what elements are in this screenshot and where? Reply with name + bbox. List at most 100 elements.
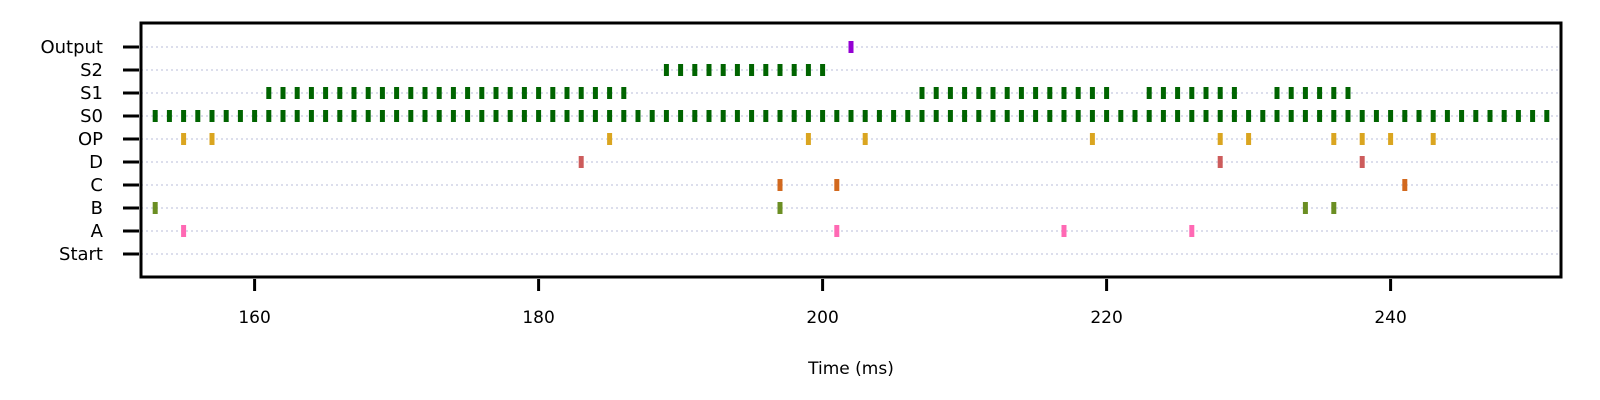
event-mark-s0 [976, 110, 982, 122]
event-mark-s0 [1459, 110, 1465, 122]
y-tick-label-d: D [89, 152, 103, 173]
event-mark-s1 [536, 87, 542, 99]
event-mark-s2 [820, 64, 826, 76]
event-mark-s1 [479, 87, 485, 99]
event-mark-s1 [1061, 87, 1067, 99]
event-mark-s1 [592, 87, 598, 99]
event-mark-s1 [1217, 87, 1223, 99]
event-mark-s1 [507, 87, 513, 99]
event-mark-s0 [1359, 110, 1365, 122]
event-mark-s2 [763, 64, 769, 76]
event-mark-s0 [678, 110, 684, 122]
event-mark-s1 [976, 87, 982, 99]
event-mark-s0 [820, 110, 826, 122]
event-mark-op [1430, 133, 1436, 145]
event-mark-c [1402, 179, 1408, 191]
event-mark-s0 [649, 110, 655, 122]
event-mark-s1 [493, 87, 499, 99]
event-mark-s0 [152, 110, 158, 122]
event-mark-s0 [834, 110, 840, 122]
event-mark-s0 [578, 110, 584, 122]
event-mark-s0 [536, 110, 542, 122]
event-mark-s1 [578, 87, 584, 99]
event-mark-s0 [564, 110, 570, 122]
event-mark-s0 [209, 110, 215, 122]
event-mark-s0 [1189, 110, 1195, 122]
event-mark-s1 [436, 87, 442, 99]
event-mark-c [834, 179, 840, 191]
y-tick-label-s2: S2 [80, 60, 103, 81]
event-mark-s0 [1331, 110, 1337, 122]
event-mark-output [848, 41, 854, 53]
event-mark-s0 [1430, 110, 1436, 122]
event-mark-s0 [1203, 110, 1209, 122]
event-mark-s0 [1160, 110, 1166, 122]
event-mark-s1 [1160, 87, 1166, 99]
event-mark-s2 [734, 64, 740, 76]
event-mark-op [1331, 133, 1337, 145]
event-mark-b [777, 202, 783, 214]
y-tick-label-a: A [91, 221, 104, 242]
event-mark-s0 [550, 110, 556, 122]
event-mark-s0 [876, 110, 882, 122]
event-mark-op [607, 133, 613, 145]
event-mark-s0 [1033, 110, 1039, 122]
event-mark-s0 [962, 110, 968, 122]
event-mark-s0 [1388, 110, 1394, 122]
event-mark-op [1089, 133, 1095, 145]
event-mark-op [1246, 133, 1252, 145]
event-mark-s1 [308, 87, 314, 99]
event-mark-s0 [479, 110, 485, 122]
event-mark-op [1388, 133, 1394, 145]
event-mark-s1 [919, 87, 925, 99]
event-mark-s1 [1033, 87, 1039, 99]
event-mark-s0 [919, 110, 925, 122]
event-mark-s1 [394, 87, 400, 99]
event-mark-s0 [1501, 110, 1507, 122]
event-mark-s0 [450, 110, 456, 122]
event-mark-s0 [436, 110, 442, 122]
event-mark-s0 [848, 110, 854, 122]
event-mark-s0 [493, 110, 499, 122]
event-mark-s1 [933, 87, 939, 99]
event-mark-s0 [1260, 110, 1266, 122]
event-mark-s0 [1373, 110, 1379, 122]
event-mark-s1 [280, 87, 286, 99]
event-mark-s0 [1317, 110, 1323, 122]
event-mark-s2 [777, 64, 783, 76]
event-mark-s0 [337, 110, 343, 122]
x-tick-label-160: 160 [238, 308, 270, 328]
event-mark-s0 [635, 110, 641, 122]
event-mark-s1 [1047, 87, 1053, 99]
event-mark-s0 [905, 110, 911, 122]
event-mark-s1 [1288, 87, 1294, 99]
y-tick-label-s1: S1 [80, 83, 103, 104]
event-mark-s0 [308, 110, 314, 122]
event-mark-s1 [365, 87, 371, 99]
x-tick-label-200: 200 [806, 308, 838, 328]
event-mark-s1 [1075, 87, 1081, 99]
x-tick-label-180: 180 [522, 308, 554, 328]
event-mark-s0 [394, 110, 400, 122]
event-mark-op [1217, 133, 1223, 145]
x-tick-label-220: 220 [1090, 308, 1122, 328]
event-mark-s0 [266, 110, 272, 122]
event-mark-op [209, 133, 215, 145]
grid-layer [141, 46, 1561, 255]
event-mark-s1 [379, 87, 385, 99]
event-mark-b [152, 202, 158, 214]
event-mark-s0 [1515, 110, 1521, 122]
event-mark-s1 [1104, 87, 1110, 99]
event-mark-s0 [1004, 110, 1010, 122]
event-mark-s0 [1274, 110, 1280, 122]
event-mark-s1 [521, 87, 527, 99]
event-mark-s2 [791, 64, 797, 76]
event-mark-s0 [692, 110, 698, 122]
event-mark-s1 [1018, 87, 1024, 99]
event-mark-s1 [962, 87, 968, 99]
event-mark-s0 [181, 110, 187, 122]
event-mark-s0 [592, 110, 598, 122]
plot-frame [139, 21, 1563, 279]
event-mark-b [1302, 202, 1308, 214]
event-mark-s0 [1175, 110, 1181, 122]
